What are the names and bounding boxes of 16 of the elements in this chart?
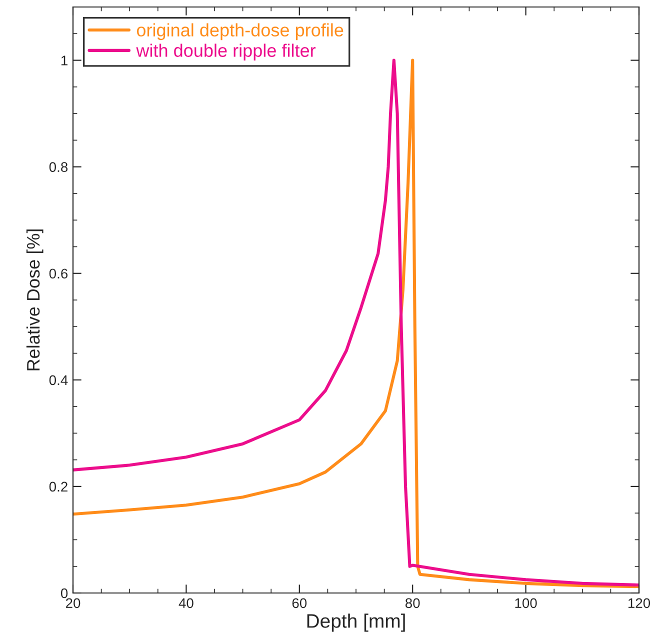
y-tick-label: 0.6 bbox=[49, 268, 68, 279]
y-tick-label: 0 bbox=[60, 588, 68, 598]
y-tick-label: 0.4 bbox=[49, 375, 68, 386]
legend-label: with double ripple filter bbox=[136, 44, 316, 61]
x-tick-label: 80 bbox=[405, 598, 420, 608]
x-tick-label: 120 bbox=[628, 598, 650, 608]
x-axis-title: Depth [mm] bbox=[307, 614, 405, 632]
y-tick-label: 1 bbox=[61, 56, 68, 66]
x-tick-label: 40 bbox=[178, 598, 194, 608]
x-tick-label: 60 bbox=[292, 598, 307, 608]
x-tick-label: 20 bbox=[66, 598, 80, 608]
y-tick-label: 0.8 bbox=[49, 162, 68, 172]
legend-label: original depth-dose profile bbox=[136, 23, 344, 40]
y-axis-title: Relative Dose [%] bbox=[26, 230, 44, 370]
x-tick-label: 100 bbox=[515, 598, 537, 608]
y-tick-label: 0.2 bbox=[49, 482, 68, 492]
